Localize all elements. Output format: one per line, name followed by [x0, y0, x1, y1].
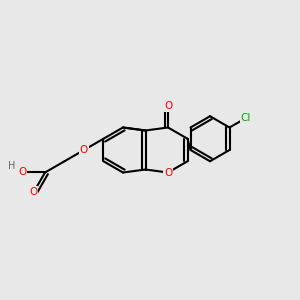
Text: H: H [8, 161, 15, 171]
Text: O: O [80, 145, 88, 155]
Text: O: O [164, 167, 172, 178]
Text: O: O [164, 101, 172, 111]
Text: Cl: Cl [240, 113, 250, 124]
Text: O: O [30, 187, 38, 197]
Text: O: O [18, 167, 27, 178]
